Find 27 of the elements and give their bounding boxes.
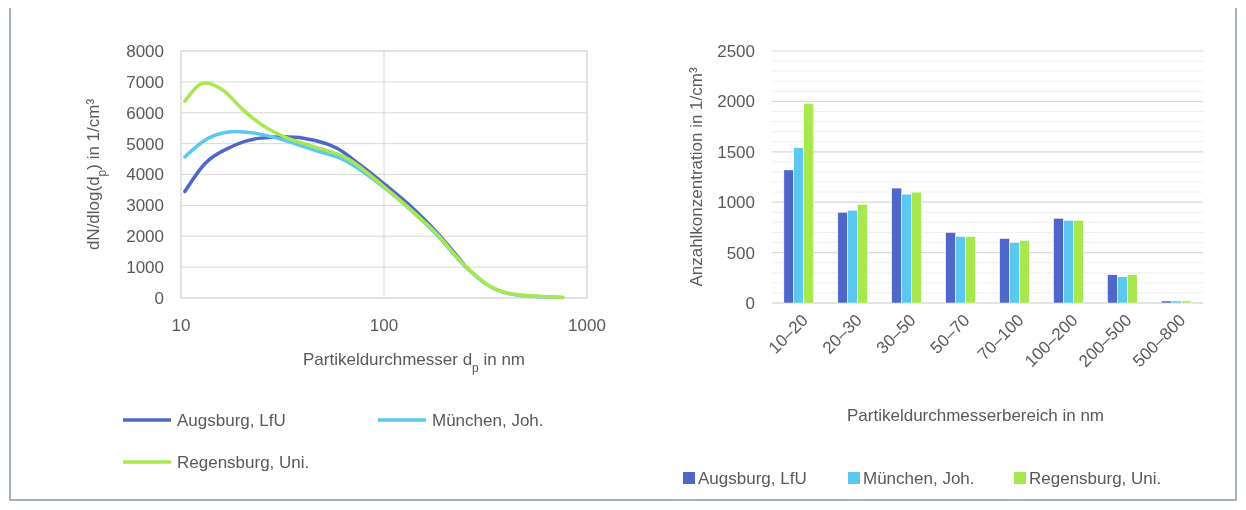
y-tick-label: 500 bbox=[726, 243, 755, 263]
legend-label: München, Joh. bbox=[432, 410, 544, 430]
y-tick-label: 2000 bbox=[717, 92, 755, 112]
y-tick-label: 2500 bbox=[717, 41, 755, 61]
y-tick-label: 3000 bbox=[126, 196, 164, 216]
y-tick-label: 5000 bbox=[126, 134, 164, 154]
y-tick-label: 0 bbox=[745, 293, 755, 313]
y-tick-label: 6000 bbox=[126, 103, 164, 123]
legend-label: Regensburg, Uni. bbox=[177, 452, 310, 472]
x-tick-label: 10 bbox=[171, 316, 191, 335]
y-tick-label: 1000 bbox=[717, 193, 755, 213]
y-axis-title: Anzahlkonzentration in 1/cm³ bbox=[687, 67, 706, 287]
y-tick-label: 1000 bbox=[126, 258, 164, 278]
legend-label: Augsburg, LfU bbox=[177, 410, 286, 430]
x-axis-title: Partikeldurchmesser d$_{p}$ in nm bbox=[302, 350, 526, 375]
y-tick-label: 1500 bbox=[717, 142, 755, 162]
legend-label: Augsburg, LfU bbox=[698, 468, 807, 488]
x-axis-title: Partikeldurchmesserbereich in nm bbox=[847, 406, 1104, 425]
y-tick-label: 4000 bbox=[126, 165, 164, 185]
y-tick-label: 2000 bbox=[126, 227, 164, 247]
y-tick-label: 7000 bbox=[126, 72, 164, 92]
x-tick-label: 1000 bbox=[568, 316, 606, 335]
legend-label: Regensburg, Uni. bbox=[1029, 468, 1162, 488]
y-tick-label: 0 bbox=[154, 288, 164, 308]
legend-label: München, Joh. bbox=[863, 468, 975, 488]
x-tick-label: 100 bbox=[369, 316, 399, 335]
y-tick-label: 8000 bbox=[126, 41, 164, 61]
